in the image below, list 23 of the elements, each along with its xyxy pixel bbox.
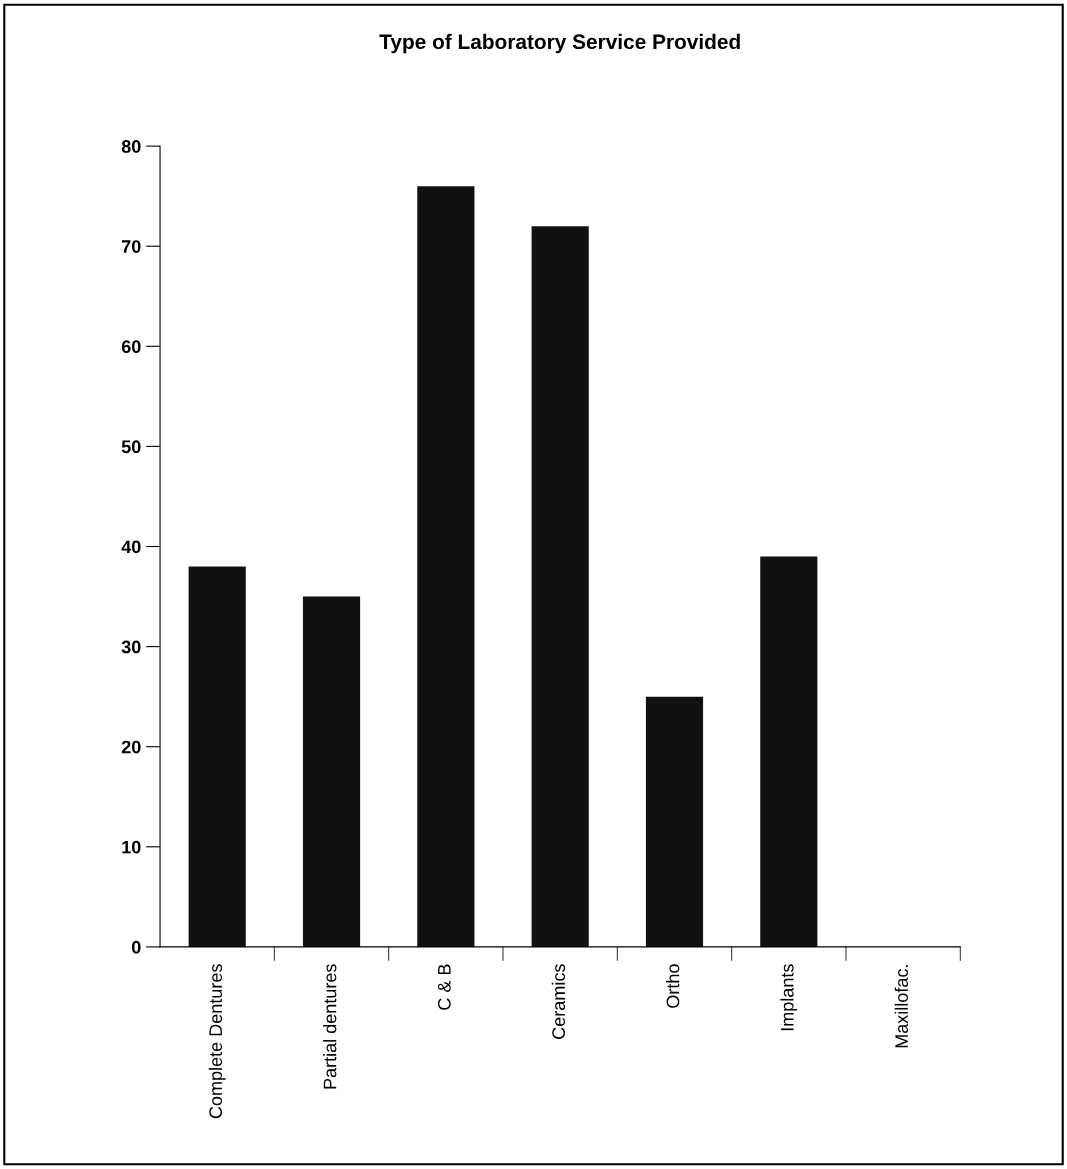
bar (760, 556, 818, 947)
x-tick-label: C & B (437, 964, 451, 1010)
y-tick-label: 20 (121, 740, 141, 754)
chart-title: Type of Laboratory Service Provided (379, 33, 740, 54)
x-tick-label: Ortho (666, 964, 680, 1008)
y-tick-label: 80 (121, 140, 141, 153)
y-tick-label: 60 (121, 340, 141, 354)
y-tick-label: 50 (121, 440, 141, 454)
x-tick-label: Maxillofac. (894, 965, 908, 1048)
y-tick-label: 0 (131, 940, 141, 954)
y-tick-label: 40 (121, 540, 141, 554)
x-tick-label: Partial dentures (323, 964, 337, 1089)
bar (188, 566, 246, 947)
y-tick-label: 10 (122, 840, 141, 854)
x-tick-label: Complete Dentures (208, 964, 226, 1119)
bar (302, 596, 361, 947)
bar (417, 186, 475, 947)
y-tick-label: 30 (121, 640, 141, 654)
x-tick-label: Ceramics (551, 964, 566, 1039)
y-tick-label: 70 (121, 240, 141, 253)
x-tick-label: Implants (780, 964, 798, 1031)
bar (645, 696, 704, 947)
bar (531, 226, 589, 947)
